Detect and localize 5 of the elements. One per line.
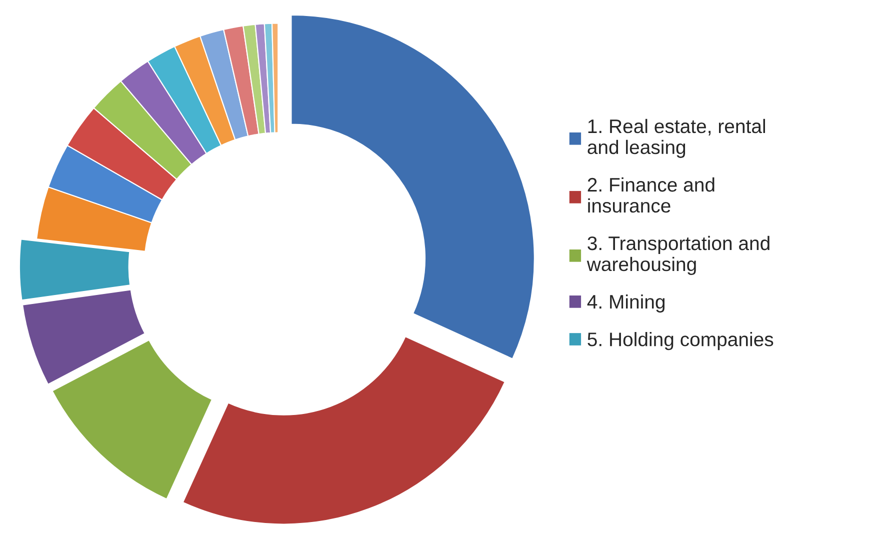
legend-label: 1. Real estate, rental and leasing — [588, 118, 765, 158]
legend-label: 2. Finance and insurance — [588, 177, 714, 213]
legend-label: 4. Mining — [587, 294, 665, 313]
legend-label: 3. Transportation and warehousing — [586, 236, 770, 275]
legend-label: 5. Holding companies — [588, 332, 774, 350]
